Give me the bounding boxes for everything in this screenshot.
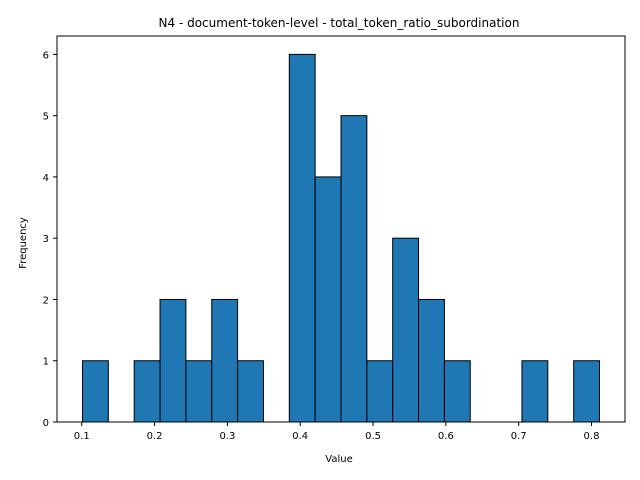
- y-tick-label: 2: [43, 295, 49, 306]
- x-axis-title: Value: [325, 454, 352, 465]
- chart-title: N4 - document-token-level - total_token_…: [159, 16, 520, 30]
- y-tick-label: 3: [43, 234, 49, 245]
- histogram-bar: [340, 115, 368, 423]
- histogram-bar: [185, 360, 213, 423]
- histogram-bar: [573, 360, 601, 423]
- histogram-bar: [159, 298, 187, 423]
- x-tick-label: 0.7: [511, 431, 527, 442]
- histogram-bar: [418, 298, 445, 423]
- histogram-bar: [314, 176, 342, 423]
- x-tick-label: 0.3: [219, 431, 235, 442]
- histogram-bar: [443, 360, 471, 423]
- y-tick-label: 6: [43, 50, 49, 61]
- histogram-bar: [237, 360, 264, 423]
- histogram-bar: [521, 360, 549, 423]
- histogram-bar: [288, 53, 316, 423]
- histogram-bar: [133, 360, 161, 423]
- y-tick-label: 0: [43, 418, 49, 429]
- y-tick-label: 1: [43, 357, 49, 368]
- histogram-bar: [81, 360, 109, 423]
- histogram-bar: [392, 237, 420, 423]
- y-axis-title: Frequency: [18, 217, 29, 269]
- bars-group: [81, 53, 601, 423]
- x-tick-label: 0.1: [74, 431, 90, 442]
- histogram-bar: [366, 360, 394, 423]
- x-tick-label: 0.8: [584, 431, 600, 442]
- x-tick-label: 0.4: [292, 431, 308, 442]
- histogram-bar: [211, 298, 239, 423]
- x-tick-label: 0.5: [365, 431, 381, 442]
- x-tick-label: 0.6: [438, 431, 454, 442]
- axes-group: 0.1 0.2 0.3 0.4 0.5 0.6 0.7 0.8 0 1 2 3 4 5 6: [43, 35, 626, 442]
- y-tick-label: 4: [43, 173, 49, 184]
- plot-frame: [56, 35, 626, 423]
- x-tick-label: 0.2: [147, 431, 163, 442]
- y-tick-label: 5: [43, 112, 49, 123]
